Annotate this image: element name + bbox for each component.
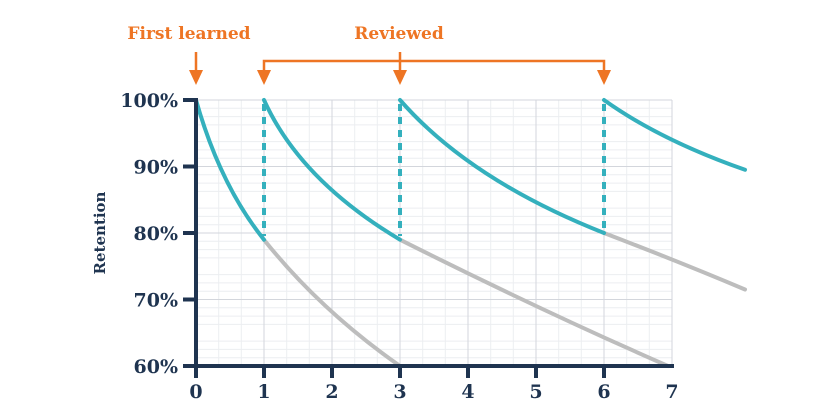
arrow-down-icon [257,70,271,85]
arrow-down-icon [189,70,203,85]
gray-curve-1 [262,237,402,368]
retention-curves [194,98,747,242]
x-tick-5: 5 [529,381,542,400]
major-grid [196,99,673,366]
gray-curve-3 [602,231,747,292]
teal-curve-3 [398,98,606,235]
x-tick-2: 2 [325,381,338,400]
x-tick-7: 7 [665,381,678,400]
annotations: First learned Reviewed [127,24,611,85]
y-tick-70: 70% [134,290,179,312]
y-axis-title: Retention [91,191,109,274]
y-tick-100: 100% [120,90,178,112]
x-tick-6: 6 [597,381,610,400]
reviewed-label: Reviewed [354,24,444,44]
arrow-down-icon [597,70,611,85]
x-tick-1: 1 [257,381,270,400]
x-tick-4: 4 [461,381,474,400]
x-tick-labels: 0 1 2 3 4 5 6 7 [189,381,678,400]
review-jumps [262,104,606,236]
teal-curve-1 [194,98,266,242]
y-tick-labels: 100% 90% 80% 70% 60% [120,90,178,378]
forgetting-curves [262,231,747,368]
teal-curve-2 [262,98,402,242]
x-tick-3: 3 [393,381,406,400]
first-learned-label: First learned [127,24,250,44]
arrow-down-icon [393,70,407,85]
teal-curve-4 [602,98,747,172]
gray-curve-2 [398,237,670,368]
axes [183,98,674,378]
y-tick-60: 60% [134,356,179,378]
y-tick-80: 80% [134,223,179,245]
y-tick-90: 90% [134,157,179,179]
x-tick-0: 0 [189,381,202,400]
